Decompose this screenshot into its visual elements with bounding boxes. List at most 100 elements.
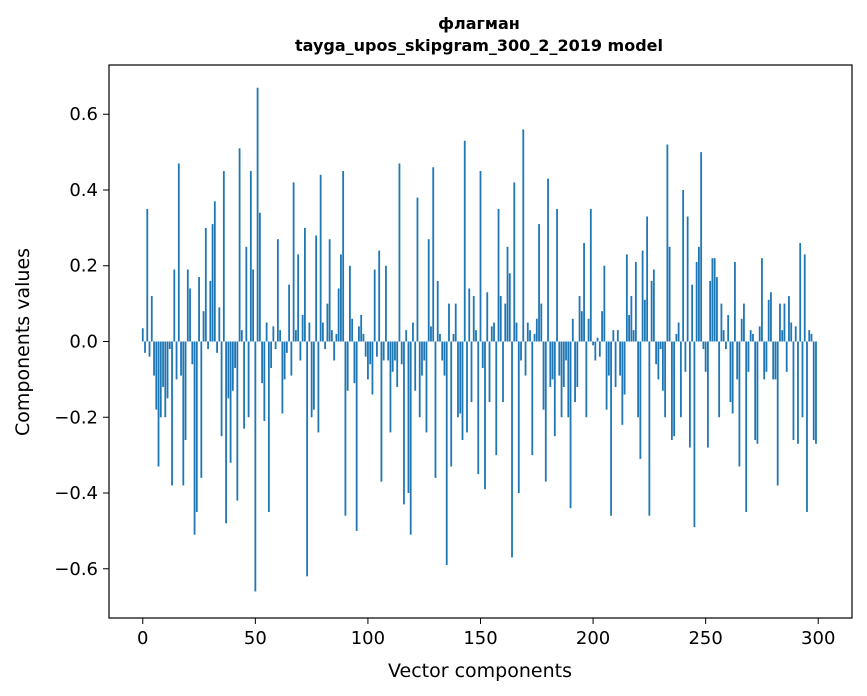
bar: [445, 341, 448, 565]
bar: [371, 341, 374, 395]
bar: [634, 261, 637, 342]
bar: [661, 341, 664, 391]
bar: [387, 341, 390, 361]
bar: [603, 265, 606, 342]
bar: [734, 261, 736, 342]
bar: [571, 318, 574, 342]
bar: [648, 341, 651, 516]
bar: [236, 341, 239, 501]
bar: [738, 341, 741, 467]
bar: [752, 333, 754, 342]
bar: [781, 330, 784, 342]
bar: [515, 322, 518, 342]
bar: [276, 239, 279, 342]
bar: [601, 311, 603, 342]
bar: [225, 341, 227, 524]
bar: [761, 258, 763, 342]
bar: [466, 341, 468, 433]
bar: [666, 144, 669, 342]
bar: [772, 341, 775, 380]
bar: [799, 243, 802, 342]
chart-title: флагман: [438, 14, 520, 33]
bar: [675, 333, 678, 342]
bar: [657, 341, 660, 380]
bar: [756, 341, 759, 444]
bar: [144, 341, 146, 353]
bar: [391, 341, 394, 372]
bar: [785, 341, 788, 372]
bar: [580, 311, 583, 342]
bar: [506, 246, 509, 342]
bar: [301, 314, 304, 342]
y-tick-label: 0.0: [69, 332, 98, 353]
x-tick-label: 100: [351, 628, 385, 649]
bar: [801, 341, 804, 418]
bar: [173, 269, 176, 342]
bar: [727, 314, 730, 342]
bar: [175, 341, 178, 380]
bar: [659, 341, 662, 350]
bar: [763, 341, 766, 380]
bar: [409, 341, 412, 535]
bar: [191, 341, 194, 365]
bar: [587, 318, 590, 342]
bar: [220, 341, 223, 437]
bar: [373, 269, 376, 342]
bar: [198, 277, 200, 342]
x-tick-label: 300: [801, 628, 835, 649]
bar: [434, 341, 437, 478]
plot-frame: [108, 64, 853, 619]
bar: [317, 341, 320, 433]
bar: [432, 167, 435, 342]
bar: [797, 341, 799, 444]
bar: [153, 341, 155, 376]
bar: [614, 341, 617, 387]
y-axis-ticks: −0.6 −0.4 −0.2 0.0 0.2 0.4 0.6: [54, 104, 109, 580]
bar: [529, 330, 531, 342]
bar: [416, 197, 419, 342]
bar: [540, 303, 543, 342]
bar: [367, 341, 369, 380]
bar: [783, 303, 786, 342]
bar: [765, 341, 768, 372]
bar: [148, 341, 151, 357]
bar: [186, 269, 189, 342]
bar: [195, 341, 198, 512]
x-axis-ticks: 0 50 100 150 200 250 300: [137, 618, 835, 649]
bar: [319, 174, 322, 342]
bar: [267, 341, 270, 512]
bar: [164, 341, 167, 418]
bar: [558, 341, 561, 376]
y-tick-label: 0.4: [69, 180, 98, 201]
bar: [229, 341, 232, 463]
bar: [385, 265, 387, 342]
bar: [362, 333, 365, 342]
bar: [610, 341, 612, 516]
bar: [247, 341, 250, 418]
bar: [607, 341, 610, 376]
bar: [283, 341, 286, 380]
bar: [358, 326, 360, 342]
bar: [709, 280, 712, 342]
chart-subtitle: tayga_upos_skipgram_300_2_2019 model: [295, 36, 663, 55]
bar: [535, 318, 538, 342]
bar: [576, 341, 579, 387]
bar: [700, 152, 703, 342]
bar: [592, 341, 594, 346]
bar: [544, 341, 547, 482]
bar: [578, 296, 581, 342]
bar: [326, 303, 329, 342]
bar: [619, 341, 621, 376]
bar: [567, 341, 570, 418]
bar: [193, 341, 196, 535]
bar: [202, 311, 205, 342]
bar: [303, 227, 306, 342]
bar: [475, 330, 477, 342]
bar: [337, 288, 340, 342]
bar: [227, 341, 230, 399]
bar: [141, 328, 144, 342]
bar: [725, 341, 727, 350]
bar: [704, 341, 707, 372]
bar: [531, 341, 534, 456]
bar: [234, 341, 236, 369]
